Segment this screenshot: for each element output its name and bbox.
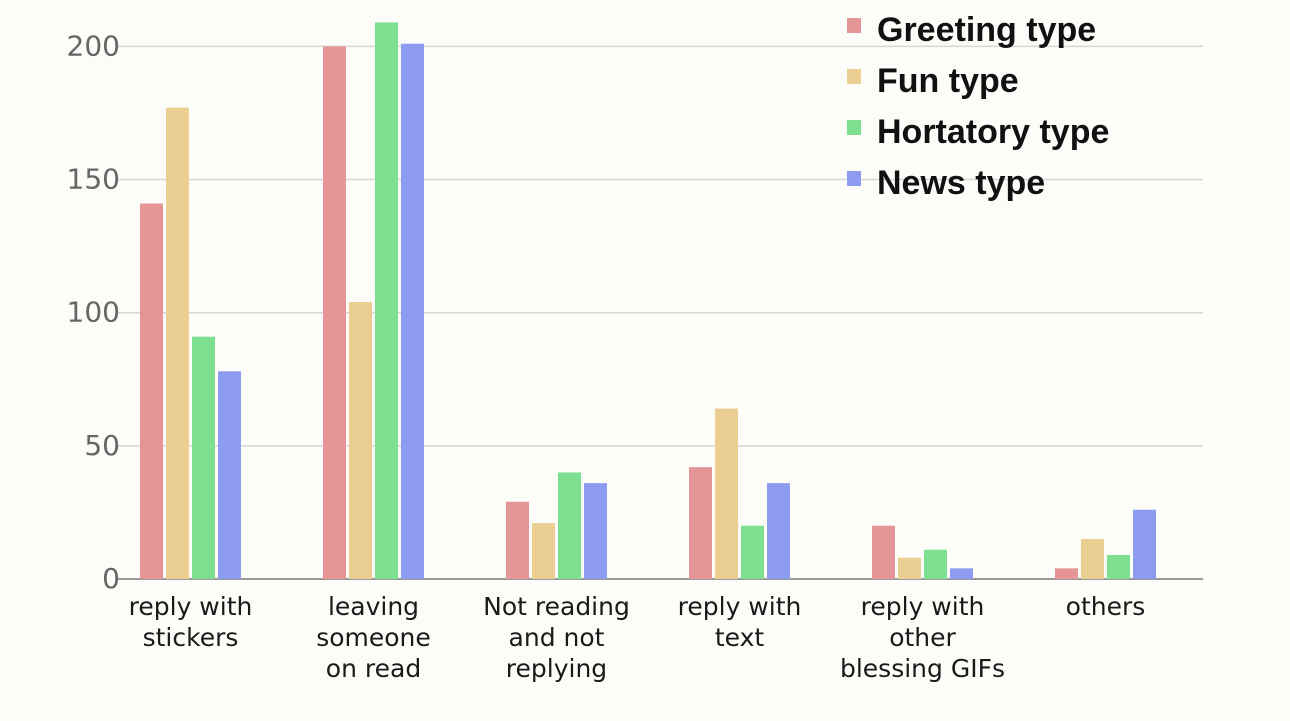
legend-label: Hortatory type: [877, 113, 1109, 151]
legend-label: Fun type: [877, 62, 1019, 100]
bar: [1133, 509, 1156, 579]
bar: [401, 43, 424, 579]
bar: [924, 549, 947, 579]
legend-swatch: [847, 18, 861, 33]
bar: [558, 472, 581, 579]
y-tick-label: 100: [67, 296, 120, 329]
bar: [715, 408, 738, 579]
bar: [741, 525, 764, 579]
legend-swatch: [847, 120, 861, 135]
category-label: reply with: [678, 592, 802, 621]
bar: [1081, 539, 1104, 579]
bars: [140, 22, 1156, 580]
category-label: on read: [326, 654, 421, 683]
bar: [218, 371, 241, 579]
legend-swatch: [847, 69, 861, 84]
y-axis-ticks: 0 50 100 150 200: [67, 29, 120, 595]
legend-label: Greeting type: [877, 11, 1096, 49]
y-tick-label: 0: [102, 562, 120, 595]
bar: [1055, 568, 1078, 579]
category-label: and not: [509, 623, 605, 652]
bar: [140, 203, 163, 579]
category-label: blessing GIFs: [840, 654, 1005, 683]
bar: [689, 467, 712, 579]
bar: [375, 22, 398, 580]
bar: [584, 483, 607, 579]
category-label: replying: [506, 654, 607, 683]
category-label: reply with: [129, 592, 253, 621]
y-tick-label: 200: [67, 29, 120, 62]
y-tick-label: 150: [67, 163, 120, 196]
legend: Greeting type Fun type Hortatory type News …: [847, 11, 1109, 202]
legend-swatch: [847, 171, 861, 186]
y-tick-label: 50: [84, 429, 120, 462]
category-label: Not reading: [483, 592, 630, 621]
category-label: other: [889, 623, 956, 652]
bar: [192, 336, 215, 579]
bar: [1107, 555, 1130, 579]
category-label: leaving: [328, 592, 419, 621]
category-label: others: [1066, 592, 1146, 621]
category-label: text: [715, 623, 765, 652]
category-label: reply with: [861, 592, 985, 621]
category-label: stickers: [143, 623, 239, 652]
gridlines: [118, 45, 1203, 580]
bar: [323, 46, 346, 579]
bar: [767, 483, 790, 579]
bar: [872, 525, 895, 579]
category-label: someone: [316, 623, 431, 652]
bar: [506, 501, 529, 579]
legend-label: News type: [877, 164, 1045, 202]
bar: [166, 107, 189, 580]
bar: [898, 557, 921, 579]
bar: [950, 568, 973, 579]
bar: [532, 523, 555, 579]
bar: [349, 302, 372, 579]
